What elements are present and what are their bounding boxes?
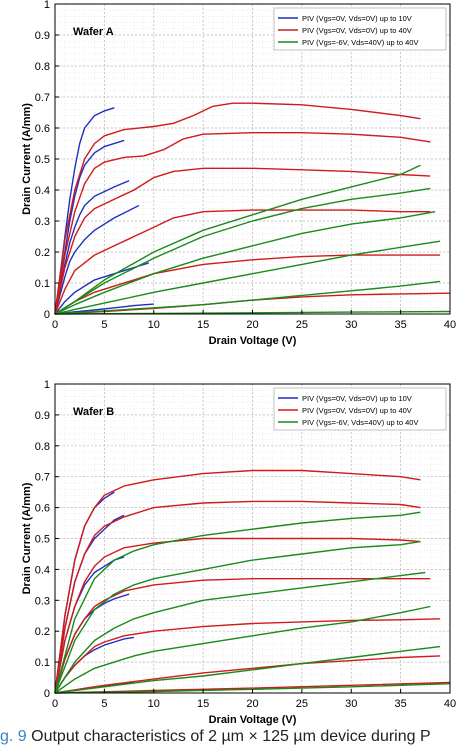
- y-tick-label: 0.3: [35, 595, 50, 607]
- series-line: [54, 211, 436, 315]
- x-tick-label: 40: [444, 319, 456, 331]
- series-line: [54, 187, 431, 315]
- series-line: [54, 240, 441, 315]
- legend-box: [273, 387, 447, 431]
- series-line: [54, 209, 431, 315]
- legend: PIV (Vgs=0V, Vds=0V) up to 10V PIV (Vgs=0…: [273, 7, 447, 51]
- series-line: [54, 540, 421, 694]
- series-line: [54, 102, 421, 315]
- legend-label: PIV (Vgs=0V, Vds=0V) up to 10V: [302, 14, 412, 23]
- x-tick-label: 10: [148, 319, 160, 331]
- legend-box: [273, 7, 447, 51]
- series-line: [54, 511, 421, 694]
- series-group: [54, 102, 451, 315]
- y-tick-label: 0.5: [35, 154, 50, 166]
- y-tick-label: 1: [44, 379, 50, 391]
- series-line: [54, 605, 431, 694]
- legend-label: PIV (Vgs=-6V, Vds=40V) up to 40V: [302, 418, 418, 427]
- y-axis-label: Drain Current (A/mm): [21, 482, 33, 594]
- legend-label: PIV (Vgs=0V, Vds=0V) up to 10V: [302, 394, 412, 403]
- x-tick-label: 30: [345, 319, 357, 331]
- series-line: [54, 262, 150, 315]
- y-tick-label: 0.4: [35, 185, 50, 197]
- axes: 0 5 10 15 20 25 30 35 40 0 0.1 0.2 0.3 0.4 0.5 0.6 0.7 0.…: [21, 0, 456, 347]
- figure-caption-label: g. 9: [0, 728, 27, 745]
- y-tick-label: 0.8: [35, 441, 50, 453]
- chart-panel-1: 0 5 10 15 20 25 30 35 40 0 0.1 0.2 0.3 0.4 0.5 0.6 0.7 0.…: [21, 0, 456, 347]
- figure-canvas: 0 5 10 15 20 25 30 35 4000.10.20.30.40.50.60.70.…: [21, 0, 456, 726]
- y-tick-label: 0.7: [35, 472, 50, 484]
- series-line: [54, 578, 431, 694]
- series-line: [54, 132, 431, 315]
- grid: [54, 383, 451, 694]
- y-tick-label: 0.6: [35, 123, 50, 135]
- y-tick-label: 0.1: [35, 657, 50, 669]
- axes: 0 5 10 15 20 25 30 35 40 0 0.1 0.2 0.3 0.4 0.5 0.6 0.7 0.…: [21, 379, 456, 726]
- panel-label: Wafer A: [73, 26, 114, 38]
- series-line: [54, 655, 441, 694]
- y-tick-label: 0.2: [35, 247, 50, 259]
- x-tick-label: 20: [246, 319, 258, 331]
- x-axis-label: Drain Voltage (V): [209, 335, 297, 347]
- x-tick-label: 25: [296, 698, 308, 710]
- x-tick-label: 15: [197, 319, 209, 331]
- series-line: [54, 537, 421, 694]
- series-line: [54, 164, 421, 315]
- figure-caption: g. 9 Output characteristics of 2 µm × 12…: [0, 728, 474, 749]
- y-tick-label: 0: [44, 309, 50, 321]
- x-tick-label: 5: [101, 698, 107, 710]
- x-tick-label: 0: [52, 319, 58, 331]
- y-tick-label: 0: [44, 688, 50, 700]
- y-tick-label: 0.2: [35, 626, 50, 638]
- x-tick-label: 10: [148, 698, 160, 710]
- legend-label: PIV (Vgs=0V, Vds=0V) up to 40V: [302, 26, 412, 35]
- y-tick-label: 0.6: [35, 503, 50, 515]
- x-tick-label: 40: [444, 698, 456, 710]
- chart-panel-2: 0 5 10 15 20 25 30 35 40 0 0.1 0.2 0.3 0.4 0.5 0.6 0.7 0.…: [21, 379, 456, 726]
- series-line: [54, 645, 441, 694]
- x-tick-label: 20: [246, 698, 258, 710]
- series-line: [54, 303, 154, 315]
- x-tick-label: 0: [52, 698, 58, 710]
- y-tick-label: 0.7: [35, 92, 50, 104]
- y-tick-label: 0.1: [35, 278, 50, 290]
- y-tick-label: 0.5: [35, 534, 50, 546]
- legend: PIV (Vgs=0V, Vds=0V) up to 10V PIV (Vgs=0…: [273, 387, 447, 431]
- y-tick-label: 0.9: [35, 30, 50, 42]
- series-line: [54, 571, 426, 694]
- series-line: [54, 167, 431, 315]
- x-tick-label: 30: [345, 698, 357, 710]
- series-line: [54, 280, 441, 315]
- x-tick-label: 5: [101, 319, 107, 331]
- x-tick-label: 15: [197, 698, 209, 710]
- y-tick-label: 0.8: [35, 61, 50, 73]
- x-tick-label: 35: [395, 698, 407, 710]
- y-tick-label: 1: [44, 0, 50, 11]
- y-tick-label: 0.9: [35, 410, 50, 422]
- series-line: [54, 469, 421, 694]
- x-tick-label: 25: [296, 319, 308, 331]
- x-tick-label: 35: [395, 319, 407, 331]
- legend-label: PIV (Vgs=0V, Vds=0V) up to 40V: [302, 406, 412, 415]
- y-axis-label: Drain Current (A/mm): [21, 103, 33, 215]
- series-line: [54, 500, 421, 694]
- panel-label: Wafer B: [73, 406, 114, 418]
- grid: [54, 3, 451, 315]
- figure-caption-text: Output characteristics of 2 µm × 125 µm …: [31, 728, 431, 745]
- x-axis-label: Drain Voltage (V): [209, 714, 297, 726]
- y-tick-label: 0.4: [35, 564, 50, 576]
- series-line: [54, 618, 441, 694]
- series-line: [54, 204, 140, 315]
- legend-label: PIV (Vgs=-6V, Vds=40V) up to 40V: [302, 38, 418, 47]
- y-tick-label: 0.3: [35, 216, 50, 228]
